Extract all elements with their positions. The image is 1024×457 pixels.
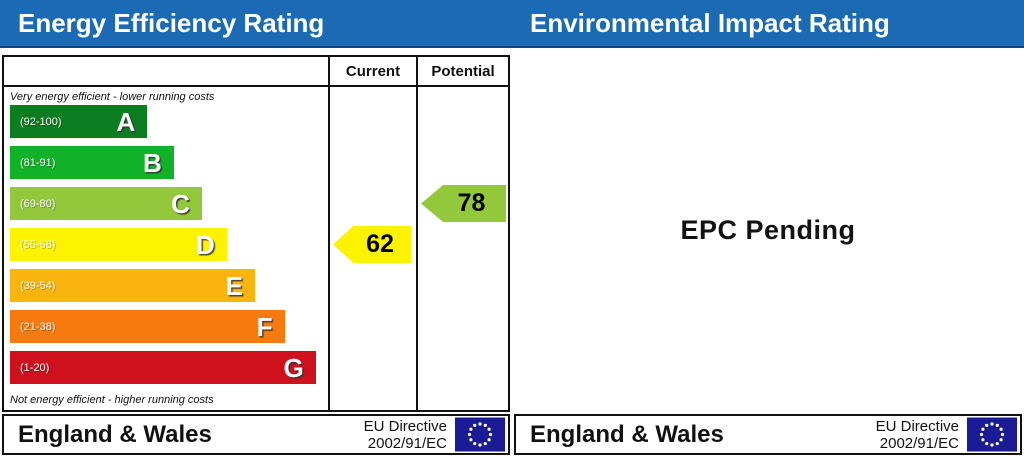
region-label: England & Wales	[530, 420, 724, 448]
band-letter: F	[256, 311, 273, 342]
eu-directive-text: EU Directive 2002/91/EC	[364, 418, 447, 452]
band-A: (92-100) A	[10, 105, 148, 138]
eu-directive-line1: EU Directive	[363, 417, 447, 435]
region-label: England & Wales	[18, 420, 212, 448]
energy-efficiency-chart: Current Potential Very energy efficient …	[2, 55, 510, 412]
footer-left: England & Wales EU Directive 2002/91/EC	[2, 414, 510, 455]
epc-pending-status: EPC Pending	[680, 214, 856, 245]
band-C: (69-80) C	[10, 187, 202, 220]
band-letter: C	[171, 188, 190, 219]
current-rating-value: 62	[366, 230, 394, 258]
right-panel-title: Environmental Impact Rating	[530, 8, 890, 38]
chart-body: Very energy efficient - lower running co…	[4, 87, 508, 410]
bands-container: (92-100) A (81-91) B (69-80) C (55-68) D (39-54)…	[10, 105, 322, 384]
band-F: (21-38) F	[10, 310, 285, 343]
column-header-current: Current	[328, 57, 416, 85]
eu-directive-line1: EU Directive	[875, 417, 959, 435]
band-letter: B	[143, 147, 162, 178]
eu-directive-text: EU Directive 2002/91/EC	[876, 418, 959, 452]
environmental-impact-panel: EPC Pending	[512, 48, 1024, 412]
band-range-label: (21-38)	[20, 320, 56, 333]
chart-header-spacer	[4, 57, 328, 85]
header-bar: Energy Efficiency Rating Environmental I…	[0, 0, 1024, 48]
band-letter: E	[225, 270, 243, 301]
current-column: 62	[328, 87, 416, 410]
band-D: (55-68) D	[10, 228, 227, 261]
band-range-label: (55-68)	[20, 238, 56, 251]
footer-right: England & Wales EU Directive 2002/91/EC	[514, 414, 1022, 455]
eu-directive-line2: 2002/91/EC	[879, 434, 959, 452]
band-letter: G	[283, 352, 304, 383]
potential-rating-arrow: 78	[421, 185, 506, 222]
top-caption: Very energy efficient - lower running co…	[10, 91, 215, 103]
current-rating-arrow: 62	[333, 226, 411, 263]
potential-rating-value: 78	[457, 189, 486, 217]
chart-header-row: Current Potential	[4, 57, 508, 87]
band-range-label: (92-100)	[20, 115, 62, 128]
band-column: Very energy efficient - lower running co…	[4, 87, 328, 410]
bottom-caption: Not energy efficient - higher running co…	[10, 394, 214, 406]
eu-flag-icon	[967, 417, 1017, 452]
eu-flag-icon	[455, 417, 505, 452]
band-range-label: (81-91)	[20, 156, 56, 169]
eu-directive-line2: 2002/91/EC	[367, 434, 447, 452]
potential-column: 78	[416, 87, 508, 410]
band-G: (1-20) G	[10, 351, 316, 384]
band-range-label: (1-20)	[20, 361, 50, 374]
band-range-label: (69-80)	[20, 197, 56, 210]
band-range-label: (39-54)	[20, 279, 56, 292]
band-E: (39-54) E	[10, 269, 255, 302]
band-letter: D	[196, 229, 215, 260]
left-panel-title: Energy Efficiency Rating	[18, 8, 325, 38]
column-header-potential: Potential	[416, 57, 508, 85]
band-letter: A	[116, 106, 136, 137]
band-B: (81-91) B	[10, 146, 174, 179]
